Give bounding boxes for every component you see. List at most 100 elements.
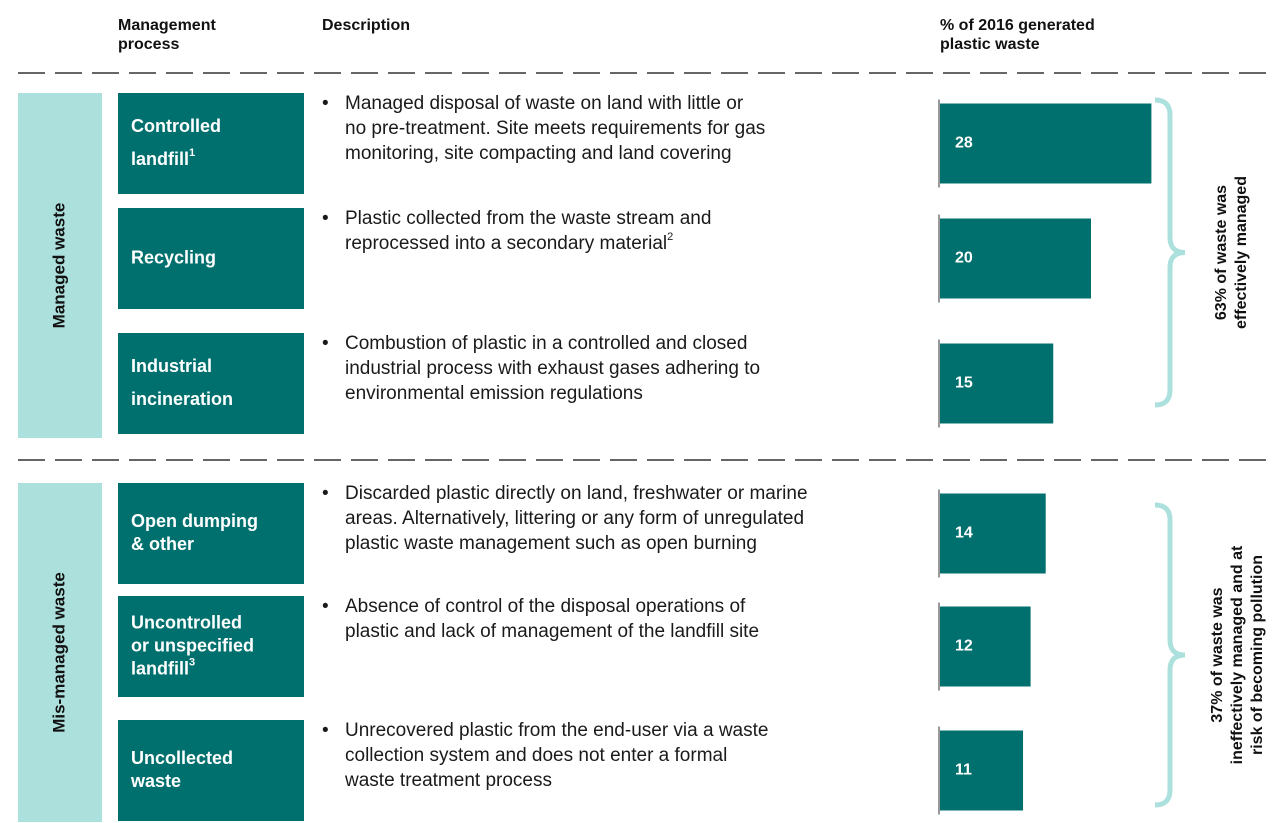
header-process: Management: [118, 17, 216, 34]
process-box: [118, 720, 304, 821]
description-line: plastic waste management such as open bu…: [345, 533, 757, 554]
bar-value: 14: [955, 525, 973, 542]
description-text: Combustion of plastic in a controlled an…: [345, 333, 747, 354]
bar-value: 12: [955, 638, 973, 655]
process-text: or unspecified: [131, 635, 254, 655]
bar-value: 11: [955, 762, 972, 779]
bar-value: 28: [955, 135, 973, 152]
bar: [940, 103, 1152, 184]
description-line: Managed disposal of waste on land with l…: [345, 93, 744, 114]
description-text: waste treatment process: [344, 770, 552, 791]
description-text: Managed disposal of waste on land with l…: [345, 93, 744, 114]
process-label: Uncollected: [131, 748, 233, 768]
description-text: plastic waste management such as open bu…: [345, 533, 757, 554]
description-line: collection system and does not enter a f…: [345, 745, 727, 766]
group-label: Mis-managed waste: [49, 572, 68, 733]
footnote-mark: 2: [667, 231, 673, 243]
description-line: Discarded plastic directly on land, fres…: [345, 483, 808, 504]
header-description: Description: [322, 17, 410, 34]
group-band: [18, 483, 102, 822]
summary: effectively managed: [1233, 176, 1250, 329]
process-label: Open dumping: [131, 511, 258, 531]
bar: [940, 218, 1091, 299]
process-label: & other: [131, 534, 194, 554]
header: Management process Description % of 2016…: [118, 17, 1095, 53]
bar: [940, 493, 1046, 574]
description-text: collection system and does not enter a f…: [345, 745, 727, 766]
description-text: reprocessed into a secondary material: [345, 233, 667, 254]
bullet: •: [322, 333, 329, 354]
process-text: incineration: [131, 389, 233, 409]
brace: [1154, 502, 1186, 808]
description-line: no pre-treatment. Site meets requirement…: [345, 118, 765, 139]
description-text: areas. Alternatively, littering or any f…: [345, 508, 804, 529]
description-line: Unrecovered plastic from the end-user vi…: [345, 720, 768, 741]
summary: 63% of waste was: [1213, 185, 1230, 320]
description-line: plastic and lack of management of the la…: [345, 621, 759, 642]
description-text: industrial process with exhaust gases ad…: [345, 358, 760, 379]
process-label: waste: [130, 771, 181, 791]
process-box: [118, 93, 304, 194]
footnote-mark: 3: [189, 656, 195, 668]
process-box: [118, 596, 304, 697]
process-text: Industrial: [131, 356, 212, 376]
process-label: Uncontrolled: [131, 612, 242, 632]
description-text: monitoring, site compacting and land cov…: [345, 143, 732, 164]
process-text: landfill: [131, 658, 189, 678]
process-box: [118, 208, 304, 309]
bar-value: 15: [955, 375, 973, 392]
summary: ineffectively managed and at: [1229, 545, 1246, 764]
brace: [1154, 97, 1186, 408]
description-text: Absence of control of the disposal opera…: [345, 596, 746, 617]
summary: risk of becoming pollution: [1249, 555, 1266, 755]
footnote-mark: 1: [189, 147, 195, 159]
description-text: Discarded plastic directly on land, fres…: [345, 483, 808, 504]
process-text: & other: [131, 534, 194, 554]
process-text: Uncollected: [131, 748, 233, 768]
description-text: no pre-treatment. Site meets requirement…: [345, 118, 765, 139]
process-box: [118, 333, 304, 434]
description-text: plastic and lack of management of the la…: [345, 621, 759, 642]
bullet: •: [322, 93, 329, 114]
description-line: environmental emission regulations: [345, 383, 643, 404]
process-label: incineration: [131, 389, 233, 409]
description-line: areas. Alternatively, littering or any f…: [345, 508, 804, 529]
description-line: Absence of control of the disposal opera…: [345, 596, 746, 617]
description-text: environmental emission regulations: [345, 383, 643, 404]
description-line: monitoring, site compacting and land cov…: [345, 143, 732, 164]
process-label: landfill3: [131, 656, 195, 678]
group-label: Managed waste: [49, 203, 68, 329]
process-label: or unspecified: [131, 635, 254, 655]
bar: [940, 343, 1054, 424]
description-line: waste treatment process: [344, 770, 552, 791]
bullet: •: [322, 483, 329, 504]
header-share: % of 2016 generated: [940, 17, 1095, 34]
description-line: Plastic collected from the waste stream …: [345, 208, 711, 229]
process-label: landfill1: [131, 147, 195, 169]
group-band: [18, 93, 102, 438]
description-text: Plastic collected from the waste stream …: [345, 208, 711, 229]
process-text: landfill: [131, 149, 189, 169]
header-share: plastic waste: [940, 36, 1040, 53]
process-label: Controlled: [131, 116, 221, 136]
description-line: Combustion of plastic in a controlled an…: [345, 333, 747, 354]
description-line: reprocessed into a secondary material2: [345, 231, 673, 254]
bar: [940, 730, 1024, 811]
process-box: [118, 483, 304, 584]
bullet: •: [322, 596, 329, 617]
description-line: industrial process with exhaust gases ad…: [345, 358, 760, 379]
process-label: Industrial: [131, 356, 212, 376]
bullet: •: [322, 720, 329, 741]
process-label: Recycling: [131, 247, 216, 267]
process-text: Recycling: [131, 247, 216, 267]
description-text: Unrecovered plastic from the end-user vi…: [345, 720, 768, 741]
bar: [940, 606, 1031, 687]
header-process: process: [118, 36, 179, 53]
process-text: Uncontrolled: [131, 612, 242, 632]
bar-value: 20: [955, 250, 973, 267]
bullet: •: [322, 208, 329, 229]
summary: 37% of waste was: [1209, 587, 1226, 722]
process-text: waste: [130, 771, 181, 791]
process-text: Controlled: [131, 116, 221, 136]
